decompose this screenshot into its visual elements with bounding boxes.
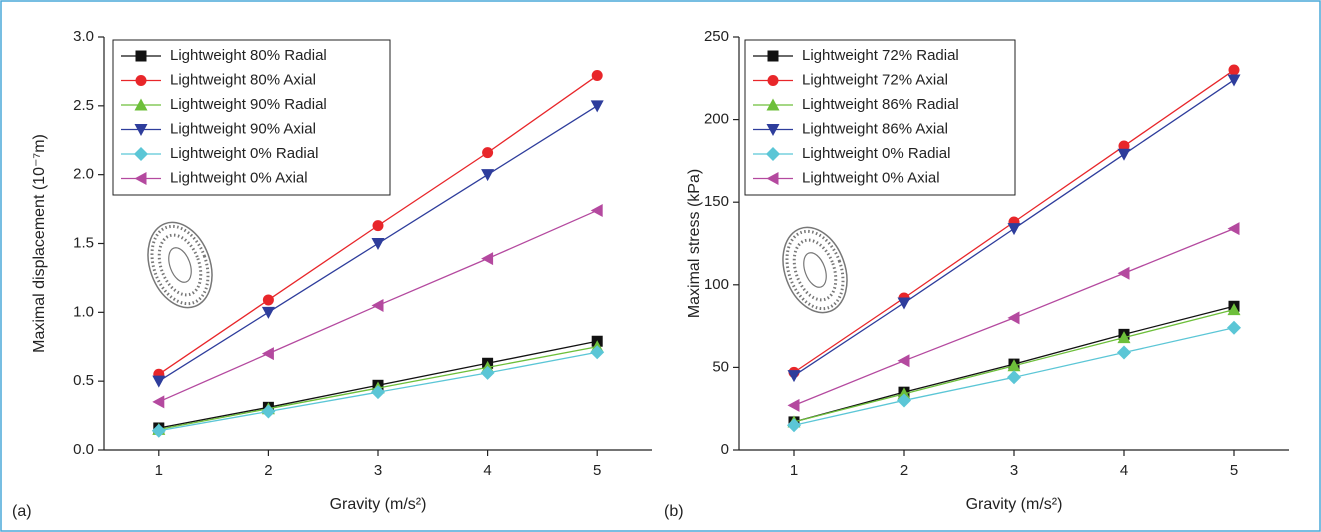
marker xyxy=(135,75,147,86)
panel-label: (a) xyxy=(12,503,32,520)
y-tick-label: 0 xyxy=(721,441,729,458)
y-tick-label: 200 xyxy=(704,111,729,128)
legend-label: Lightweight 72% Axial xyxy=(802,71,948,88)
y-tick-label: 250 xyxy=(704,28,729,45)
y-tick-label: 150 xyxy=(704,193,729,210)
marker xyxy=(371,385,385,400)
marker xyxy=(1117,148,1131,161)
marker xyxy=(1007,370,1021,385)
marker xyxy=(261,347,274,361)
marker xyxy=(787,370,801,383)
x-tick-label: 3 xyxy=(374,462,382,479)
marker xyxy=(152,395,165,409)
marker xyxy=(766,124,780,136)
marker xyxy=(787,418,801,433)
y-tick-label: 1.0 xyxy=(73,303,94,320)
marker xyxy=(590,345,605,360)
y-tick-label: 0.5 xyxy=(73,372,94,389)
marker xyxy=(152,375,166,388)
legend-label: Lightweight 72% Radial xyxy=(802,47,959,64)
x-tick-label: 5 xyxy=(1230,462,1238,479)
marker xyxy=(482,147,494,159)
y-axis-label: Maximal stress (kPa) xyxy=(686,169,703,318)
marker xyxy=(1117,345,1131,360)
legend-label: Lightweight 0% Axial xyxy=(170,169,308,186)
legend-label: Lightweight 86% Radial xyxy=(802,96,959,113)
marker xyxy=(766,147,780,161)
marker xyxy=(1117,331,1131,344)
marker xyxy=(1227,222,1240,236)
x-tick-label: 1 xyxy=(155,462,163,479)
marker xyxy=(261,404,276,419)
marker xyxy=(591,70,603,82)
x-tick-label: 2 xyxy=(900,462,908,479)
y-tick-label: 2.0 xyxy=(73,166,94,183)
y-tick-label: 0.0 xyxy=(73,441,94,458)
x-tick-label: 4 xyxy=(1120,462,1128,479)
legend-label: Lightweight 86% Axial xyxy=(802,120,948,137)
marker xyxy=(372,220,384,232)
marker xyxy=(766,98,780,111)
legend-label: Lightweight 0% Radial xyxy=(170,145,318,162)
y-axis-label: Maximal displacement (10⁻⁷m) xyxy=(31,134,48,353)
x-tick-label: 5 xyxy=(593,462,601,479)
legend-label: Lightweight 90% Radial xyxy=(170,96,327,113)
marker xyxy=(1118,140,1130,152)
legend-label: Lightweight 90% Axial xyxy=(170,120,316,137)
y-tick-label: 3.0 xyxy=(73,28,94,45)
marker xyxy=(134,147,148,161)
marker xyxy=(134,172,147,185)
marker xyxy=(590,100,604,113)
marker xyxy=(897,354,910,368)
marker xyxy=(897,297,911,310)
panel-label: (b) xyxy=(664,503,684,520)
x-tick-label: 1 xyxy=(790,462,798,479)
marker xyxy=(261,306,275,319)
legend-label: Lightweight 80% Axial xyxy=(170,71,316,88)
marker xyxy=(897,393,911,408)
marker xyxy=(1227,74,1241,87)
marker xyxy=(787,398,800,412)
marker xyxy=(1007,359,1021,372)
marker xyxy=(371,238,385,250)
legend-label: Lightweight 0% Radial xyxy=(802,145,950,162)
legend-label: Lightweight 0% Axial xyxy=(802,169,940,186)
x-axis-label: Gravity (m/s²) xyxy=(966,496,1063,513)
y-tick-label: 1.5 xyxy=(73,234,94,251)
x-tick-label: 4 xyxy=(483,462,491,479)
marker xyxy=(151,423,166,438)
y-tick-label: 100 xyxy=(704,276,729,293)
marker xyxy=(262,294,274,306)
marker xyxy=(481,252,494,266)
legend-label: Lightweight 80% Radial xyxy=(170,47,327,64)
marker xyxy=(134,124,148,136)
x-axis-label: Gravity (m/s²) xyxy=(330,496,427,513)
y-tick-label: 50 xyxy=(712,358,729,375)
marker xyxy=(134,98,148,111)
marker xyxy=(371,298,384,312)
x-tick-label: 2 xyxy=(264,462,272,479)
marker xyxy=(481,169,495,182)
ring-icon xyxy=(147,221,213,309)
y-tick-label: 2.5 xyxy=(73,97,94,114)
marker xyxy=(766,172,779,185)
marker xyxy=(590,203,603,217)
legend-box xyxy=(112,39,391,196)
marker xyxy=(767,75,779,86)
marker xyxy=(1227,303,1241,316)
legend-box xyxy=(744,39,1016,196)
marker xyxy=(767,50,779,62)
x-tick-label: 3 xyxy=(1010,462,1018,479)
marker xyxy=(1228,64,1240,76)
ring-icon xyxy=(782,226,848,314)
marker xyxy=(480,365,495,380)
marker xyxy=(1007,223,1021,236)
marker xyxy=(1227,320,1241,335)
marker xyxy=(1007,311,1020,325)
marker xyxy=(135,50,147,62)
marker xyxy=(897,387,911,400)
marker xyxy=(1117,266,1130,280)
